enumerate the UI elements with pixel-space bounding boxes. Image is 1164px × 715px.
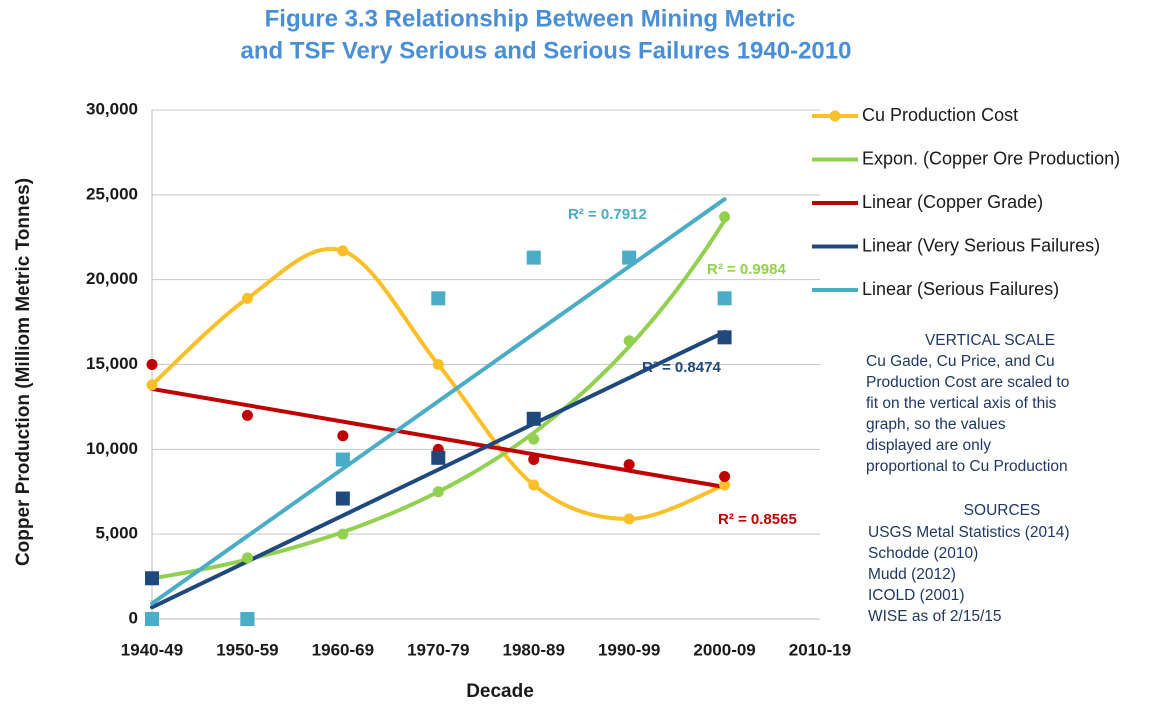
note-line: fit on the vertical axis of this <box>866 395 1057 412</box>
note-line: displayed are only <box>866 437 991 454</box>
chart-title: Figure 3.3 Relationship Between Mining M… <box>265 5 796 32</box>
legend-label: Expon. (Copper Ore Production) <box>862 148 1120 168</box>
marker <box>719 470 731 482</box>
marker <box>623 335 635 347</box>
marker <box>717 291 732 306</box>
note-line: Production Cost are scaled to <box>866 374 1069 391</box>
r2-label: R² = 0.7912 <box>568 206 647 223</box>
marker <box>337 245 349 257</box>
source-line: Schodde (2010) <box>868 545 978 562</box>
marker <box>528 479 540 491</box>
legend-marker <box>829 110 841 122</box>
marker <box>146 359 158 370</box>
y-tick-label: 10,000 <box>86 439 138 458</box>
marker <box>145 571 159 586</box>
legend-label: Cu Production Cost <box>862 105 1018 125</box>
source-line: ICOLD (2001) <box>868 587 964 604</box>
note-line: graph, so the values <box>866 416 1006 433</box>
y-tick-label: 20,000 <box>86 269 138 288</box>
marker <box>717 330 732 345</box>
y-tick-label: 30,000 <box>86 99 138 118</box>
x-tick-label: 1950-59 <box>216 640 278 659</box>
r2-label: R² = 0.8565 <box>718 511 797 528</box>
trendline <box>150 197 727 606</box>
x-tick-label: 2000-09 <box>693 640 755 659</box>
marker <box>528 454 540 466</box>
marker <box>337 528 349 540</box>
x-tick-label: 1960-69 <box>312 640 374 659</box>
marker <box>623 459 635 471</box>
marker <box>241 552 253 564</box>
legend-label: Linear (Serious Failures) <box>862 279 1059 299</box>
x-tick-label: 1970-79 <box>407 640 469 659</box>
note-line: proportional to Cu Production <box>866 458 1068 475</box>
legend-label: Linear (Very Serious Failures) <box>862 235 1100 255</box>
marker <box>337 430 349 442</box>
marker <box>335 491 350 506</box>
marker <box>146 379 158 391</box>
marker <box>528 433 540 445</box>
marker <box>622 250 637 265</box>
marker <box>526 411 541 426</box>
x-tick-label: 2010-19 <box>789 640 851 659</box>
y-tick-label: 15,000 <box>86 354 138 373</box>
source-line: USGS Metal Statistics (2014) <box>868 524 1070 541</box>
marker <box>526 250 541 265</box>
sources-heading: SOURCES <box>964 502 1041 519</box>
marker <box>241 409 253 421</box>
marker <box>241 292 253 304</box>
y-axis-label: Copper Production (Milliom Metric Tonnes… <box>13 178 34 566</box>
marker <box>623 513 635 525</box>
marker <box>432 359 444 370</box>
source-line: WISE as of 2/15/15 <box>868 608 1002 625</box>
legend-label: Linear (Copper Grade) <box>862 192 1043 212</box>
note-line: Cu Gade, Cu Price, and Cu <box>866 353 1055 370</box>
chart-subtitle: and TSF Very Serious and Serious Failure… <box>241 37 852 64</box>
marker <box>145 612 159 626</box>
trendline <box>150 330 727 610</box>
y-tick-label: 5,000 <box>95 524 138 543</box>
r2-label: R² = 0.9984 <box>707 261 786 278</box>
x-axis-label: Decade <box>466 681 534 702</box>
marker <box>719 479 731 491</box>
r2-label: R² = 0.8474 <box>642 359 721 376</box>
marker <box>240 612 255 626</box>
series-line <box>150 246 726 521</box>
x-tick-label: 1990-99 <box>598 640 660 659</box>
source-line: Mudd (2012) <box>868 566 956 583</box>
marker <box>432 486 444 498</box>
marker <box>719 211 731 223</box>
y-tick-label: 25,000 <box>86 184 138 203</box>
marker <box>431 450 446 465</box>
y-tick-label: 0 <box>129 608 138 627</box>
marker <box>431 291 446 306</box>
x-tick-label: 1940-49 <box>121 640 183 659</box>
note-heading: VERTICAL SCALE <box>925 332 1055 349</box>
trendline <box>150 386 727 490</box>
marker <box>335 452 350 467</box>
x-tick-label: 1980-89 <box>503 640 565 659</box>
